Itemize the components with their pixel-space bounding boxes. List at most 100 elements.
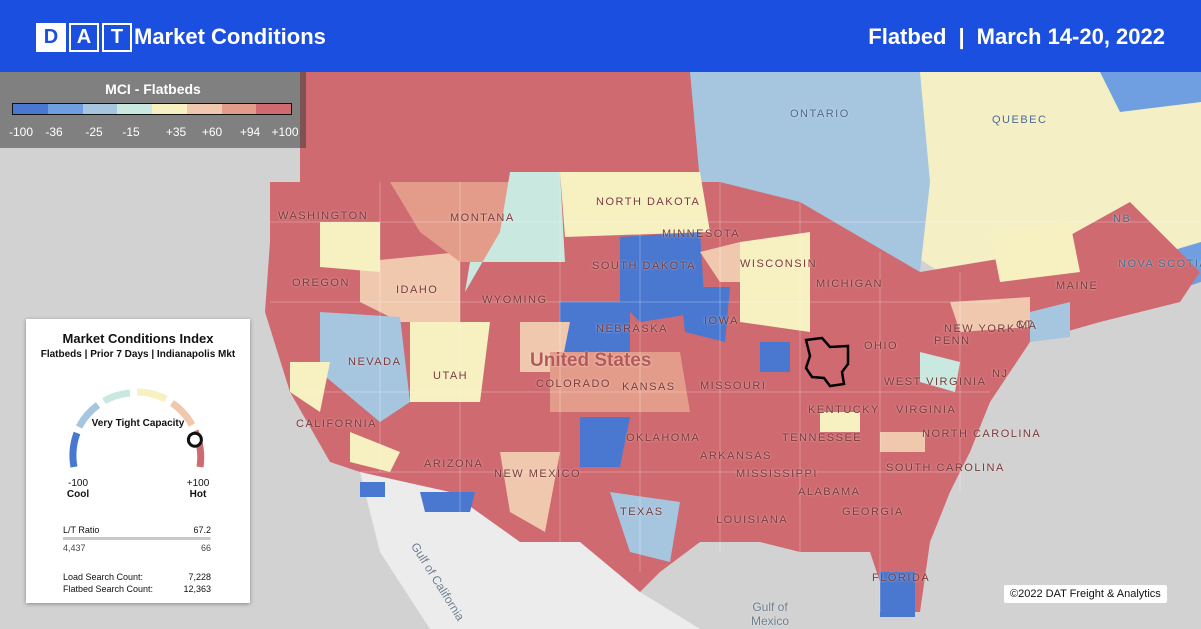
label-oklahoma: OKLAHOMA (626, 432, 701, 444)
legend-swatch-1 (13, 104, 48, 114)
region-s-texas (610, 492, 680, 562)
label-utah: UTAH (433, 370, 469, 382)
label-washington: WASHINGTON (278, 210, 369, 222)
header-subtitle: Flatbed | March 14-20, 2022 (868, 24, 1165, 50)
legend-swatch-3 (82, 104, 118, 114)
label-penn: PENN (934, 335, 971, 347)
label-louisiana: LOUISIANA (716, 514, 789, 526)
label-ohio: OHIO (864, 340, 899, 352)
label-nj: NJ (992, 368, 1009, 380)
card-title: Market Conditions Index (62, 331, 214, 346)
label-kentucky: KENTUCKY (808, 404, 880, 416)
label-wisconsin: WISCONSIN (740, 258, 818, 270)
region-kansas (550, 352, 690, 412)
label-iowa: IOWA (704, 315, 739, 327)
region-montana-west (390, 182, 520, 262)
legend-tick: +35 (165, 125, 187, 139)
legend-color-bar (12, 103, 292, 115)
label-new-mexico: NEW MEXICO (494, 468, 582, 480)
market-map[interactable]: ONTARIO QUEBEC NOVA SCOTIA NB WASHINGTON… (0, 72, 1201, 629)
flatbed-search-value: 12,363 (183, 584, 211, 594)
loads-trucks-row: 4,437 66 (63, 543, 211, 553)
region-s-florida (880, 572, 915, 617)
legend-ticks: -100 -36 -25 -15 +35 +60 +94 +100 (0, 125, 306, 141)
label-missouri: MISSOURI (700, 380, 767, 392)
label-california: CALIFORNIA (296, 418, 378, 430)
load-search-value: 7,228 (188, 572, 211, 582)
lt-ratio-bar-fill (63, 537, 210, 540)
region-idaho (360, 252, 460, 322)
label-nova-scotia: NOVA SCOTIA (1118, 258, 1201, 270)
logo-letter-t: T (102, 23, 132, 52)
logo-letter-a: A (69, 23, 99, 52)
label-colorado: COLORADO (536, 378, 611, 390)
legend-tick: -36 (45, 125, 63, 139)
region-iowa (680, 287, 730, 342)
gauge-marker (186, 431, 203, 448)
region-nevada (320, 312, 410, 422)
label-oregon: OREGON (292, 277, 350, 289)
flatbed-search-label: Flatbed Search Count: (63, 584, 154, 594)
region-alberta (475, 72, 700, 182)
label-tennessee: TENNESSEE (782, 432, 863, 444)
lt-ratio-row: L/T Ratio 67.2 (63, 525, 211, 535)
label-wyoming: WYOMING (482, 294, 548, 306)
capacity-status: Very Tight Capacity (91, 418, 185, 429)
label-ontario: ONTARIO (790, 108, 850, 120)
region-north-dakota (560, 172, 710, 237)
market-conditions-card: Market Conditions Index Flatbeds | Prior… (26, 319, 250, 603)
mci-gauge (69, 388, 205, 468)
label-north-carolina: NORTH CAROLINA (922, 428, 1042, 440)
label-arizona: ARIZONA (424, 458, 484, 470)
region-utah (410, 322, 490, 402)
header-bar: D A T Market Conditions Flatbed | March … (0, 0, 1201, 72)
label-maine: MAINE (1056, 280, 1099, 292)
label-kansas: KANSAS (622, 381, 676, 393)
label-texas: TEXAS (620, 506, 664, 518)
indianapolis-market-outline (804, 336, 850, 388)
label-mississippi: MISSISSIPPI (736, 468, 818, 480)
label-idaho: IDAHO (396, 284, 439, 296)
lt-ratio-value: 67.2 (193, 525, 211, 535)
legend-tick: -15 (122, 125, 140, 139)
date-range: March 14-20, 2022 (976, 24, 1165, 49)
legend-tick: +60 (201, 125, 223, 139)
region-s-illinois (760, 342, 790, 372)
gauge-seg-4 (136, 388, 168, 403)
region-tennessee-mid (820, 412, 860, 432)
label-nb: NB (1113, 213, 1132, 225)
region-labrador (1100, 72, 1201, 112)
cool-end: -100 Cool (63, 478, 93, 500)
region-us-base (265, 182, 1200, 612)
legend-swatch-2 (47, 104, 83, 114)
map-canvas (0, 72, 1201, 629)
hot-value: +100 (186, 478, 210, 489)
legend-tick: -100 (8, 125, 34, 139)
label-nevada: NEVADA (348, 356, 402, 368)
flatbed-search-row: Flatbed Search Count: 12,363 (63, 584, 211, 594)
legend-swatch-4 (117, 104, 152, 114)
label-alabama: ALABAMA (798, 486, 861, 498)
hot-label: Hot (189, 489, 207, 500)
region-nebraska (560, 302, 630, 362)
region-s-arizona (420, 492, 475, 512)
gauge-seg-1 (69, 431, 81, 468)
legend-swatch-8 (256, 104, 291, 114)
gauge-seg-5 (169, 400, 196, 427)
copyright-notice: ©2022 DAT Freight & Analytics (1004, 585, 1167, 603)
legend-tick: +94 (239, 125, 261, 139)
label-south-carolina: SOUTH CAROLINA (886, 462, 1005, 474)
label-nebraska: NEBRASKA (596, 323, 668, 335)
label-west-virginia: WEST VIRGINIA (884, 376, 987, 388)
label-minnesota: MINNESOTA (662, 228, 741, 240)
cool-value: -100 (67, 478, 88, 489)
header-separator: | (958, 24, 965, 49)
hot-end: +100 Hot (183, 478, 213, 500)
label-gulf-of-mexico: Gulf of Mexico (750, 600, 789, 628)
region-imperial (360, 482, 385, 497)
label-new-york: NEW YORK (944, 323, 1016, 335)
page-title: Market Conditions (134, 24, 326, 49)
label-virginia: VIRGINIA (896, 404, 957, 416)
legend-title: MCI - Flatbeds (105, 81, 201, 97)
cool-label: Cool (66, 489, 90, 500)
